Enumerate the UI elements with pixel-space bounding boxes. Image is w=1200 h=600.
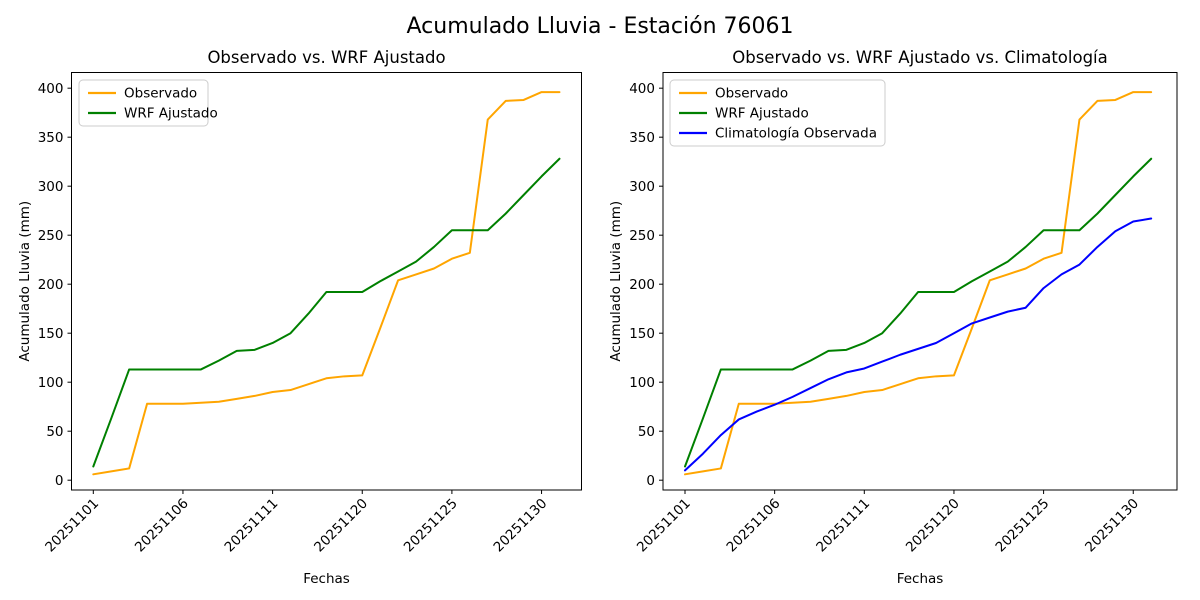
y-tick-label: 350 (38, 130, 64, 146)
plot-area (71, 72, 582, 491)
subplot-2: Observado vs. WRF Ajustado vs. Climatolo… (608, 48, 1178, 587)
legend-label-observado: Observado (715, 86, 788, 102)
figure-title: Acumulado Lluvia - Estación 76061 (407, 14, 794, 39)
x-tick-label: 20251125 (401, 496, 461, 556)
x-tick-label: 20251120 (903, 496, 963, 556)
x-tick-label: 20251125 (993, 496, 1053, 556)
y-axis-label: Acumulado Lluvia (mm) (608, 201, 624, 362)
legend-label-wrf-ajustado: WRF Ajustado (124, 106, 218, 122)
y-tick-label: 350 (629, 130, 655, 146)
legend-label-wrf-ajustado: WRF Ajustado (715, 106, 809, 122)
legend-box (78, 79, 209, 127)
x-axis-label: Fechas (897, 571, 944, 587)
legend-box (669, 79, 886, 147)
x-tick-label: 20251101 (634, 496, 694, 556)
y-tick-label: 300 (38, 179, 64, 195)
chart-title: Observado vs. WRF Ajustado (207, 48, 445, 67)
legend-label-observado: Observado (124, 86, 197, 102)
y-tick-label: 150 (629, 326, 655, 342)
x-tick-label: 20251130 (1082, 496, 1142, 556)
y-tick-label: 100 (38, 375, 64, 391)
y-tick-label: 200 (38, 277, 64, 293)
x-tick-label: 20251130 (490, 496, 550, 556)
series-line-observado (684, 91, 1153, 476)
y-tick-label: 150 (38, 326, 64, 342)
series-line-wrf-ajustado (684, 157, 1153, 468)
plot-area (662, 72, 1178, 491)
x-tick-label: 20251101 (42, 496, 102, 556)
y-tick-label: 400 (38, 81, 64, 97)
y-tick-label: 50 (46, 424, 63, 440)
series-line-wrf-ajustado (92, 157, 561, 468)
y-axis-label: Acumulado Lluvia (mm) (17, 201, 33, 362)
y-tick-label: 0 (646, 473, 655, 489)
x-tick-label: 20251106 (132, 496, 192, 556)
y-tick-label: 400 (629, 81, 655, 97)
y-tick-label: 250 (629, 228, 655, 244)
legend-label-climatolog-a-observada: Climatología Observada (715, 126, 877, 142)
x-axis-label: Fechas (303, 571, 350, 587)
series-line-observado (92, 91, 561, 476)
y-tick-label: 200 (629, 277, 655, 293)
x-tick-label: 20251120 (311, 496, 371, 556)
y-tick-label: 50 (638, 424, 655, 440)
y-tick-label: 0 (55, 473, 64, 489)
y-tick-label: 300 (629, 179, 655, 195)
chart-title: Observado vs. WRF Ajustado vs. Climatolo… (732, 48, 1108, 67)
x-tick-label: 20251106 (724, 496, 784, 556)
y-tick-label: 100 (629, 375, 655, 391)
y-tick-label: 250 (38, 228, 64, 244)
x-tick-label: 20251111 (813, 496, 873, 556)
x-tick-label: 20251111 (222, 496, 282, 556)
series-line-climatolog-a-observada (684, 217, 1153, 472)
subplot-1: Observado vs. WRF Ajustado 0 50 100 150 200 25… (17, 48, 582, 587)
